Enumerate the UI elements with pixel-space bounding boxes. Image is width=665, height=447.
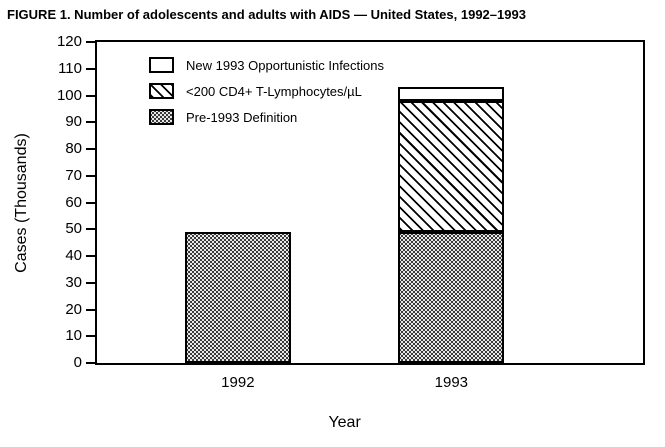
y-tick-label: 30 [65, 273, 82, 291]
legend-label: <200 CD4+ T-Lymphocytes/µL [186, 83, 362, 99]
y-tick-mark [86, 308, 95, 311]
y-tick-mark [86, 255, 95, 257]
y-tick-mark [86, 228, 95, 231]
bar-segment-stipple [398, 231, 505, 363]
x-axis-label: Year [328, 414, 361, 431]
figure-title: FIGURE 1. Number of adolescents and adul… [7, 7, 526, 22]
bar-segment-white [398, 87, 505, 101]
legend: New 1993 Opportunistic Infections <200 C… [149, 57, 384, 125]
y-tick-label: 110 [58, 59, 82, 77]
y-tick-mark [86, 174, 95, 177]
y-axis-label: Cases (Thousands) [13, 133, 30, 273]
legend-item: <200 CD4+ T-Lymphocytes/µL [149, 83, 384, 99]
y-tick-label: 50 [65, 220, 82, 238]
y-tick-mark [86, 148, 95, 150]
y-tick-label: 90 [65, 113, 82, 131]
y-tick-mark [86, 121, 95, 124]
plot-area: New 1993 Opportunistic Infections <200 C… [95, 40, 645, 365]
y-tick-mark [86, 201, 95, 204]
y-tick-mark [86, 67, 95, 70]
legend-swatch-white-icon [149, 57, 174, 73]
y-tick-mark [86, 41, 95, 43]
legend-swatch-hatch-icon [149, 83, 174, 99]
bar-segment-hatch [398, 100, 505, 232]
legend-label: New 1993 Opportunistic Infections [186, 57, 384, 73]
y-tick-label: 60 [65, 193, 82, 211]
x-tick-label-1: 1993 [434, 374, 469, 391]
y-tick-mark [86, 335, 95, 338]
y-tick-label: 40 [65, 247, 82, 264]
x-tick-label-0: 1992 [221, 374, 255, 391]
y-tick-mark [86, 94, 95, 97]
y-tick-label: 70 [65, 166, 82, 184]
legend-item: New 1993 Opportunistic Infections [149, 57, 384, 73]
legend-label: Pre-1993 Definition [186, 109, 298, 125]
legend-swatch-stipple-icon [149, 109, 174, 125]
y-tick-label: 10 [65, 327, 82, 345]
y-tick-label: 20 [65, 300, 82, 318]
legend-item: Pre-1993 Definition [149, 109, 384, 125]
y-tick-label: 0 [73, 354, 82, 371]
y-tick-label: 120 [56, 33, 82, 50]
bar-segment-stipple [184, 231, 291, 363]
y-tick-mark [86, 362, 95, 364]
y-tick-label: 80 [65, 140, 82, 157]
y-tick-label: 100 [56, 86, 82, 104]
y-tick-mark [86, 281, 95, 284]
